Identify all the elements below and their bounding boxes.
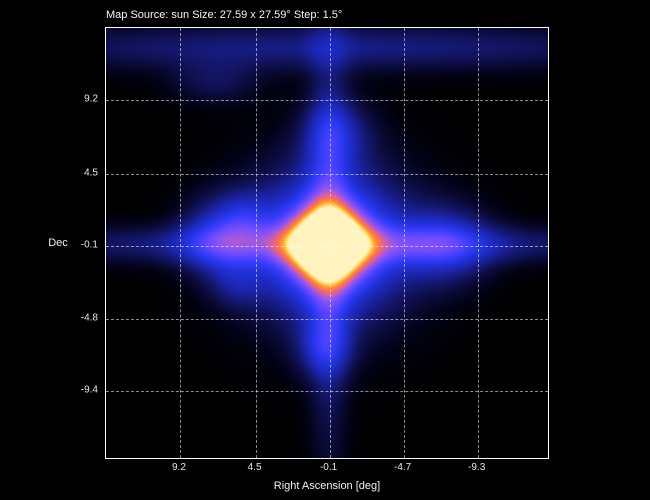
gridline-h: [106, 174, 548, 175]
y-tick-label: 4.5: [84, 167, 98, 178]
astro-heatmap-figure: Map Source: sun Size: 27.59 x 27.59° Ste…: [0, 0, 650, 500]
gridline-h: [106, 246, 548, 247]
heatmap-canvas: [106, 28, 548, 458]
gridline-v: [180, 28, 181, 458]
x-tick-label: 4.5: [248, 462, 262, 473]
figure-title: Map Source: sun Size: 27.59 x 27.59° Ste…: [106, 9, 342, 21]
gridline-h: [106, 100, 548, 101]
x-tick-label: -0.1: [320, 462, 337, 473]
gridline-v: [404, 28, 405, 458]
gridline-v: [330, 28, 331, 458]
y-axis-label: Dec: [48, 237, 68, 249]
x-tick-label: -9.3: [468, 462, 485, 473]
gridline-v: [256, 28, 257, 458]
gridline-h: [106, 319, 548, 320]
x-tick-label: -4.7: [394, 462, 411, 473]
y-tick-label: -9.4: [81, 385, 98, 396]
plot-frame: [105, 27, 549, 459]
gridline-h: [106, 391, 548, 392]
x-axis-label: Right Ascension [deg]: [274, 480, 380, 492]
y-tick-label: -4.8: [81, 313, 98, 324]
y-tick-label: -0.1: [81, 239, 98, 250]
y-tick-label: 9.2: [84, 93, 98, 104]
gridline-v: [478, 28, 479, 458]
x-tick-label: 9.2: [172, 462, 186, 473]
